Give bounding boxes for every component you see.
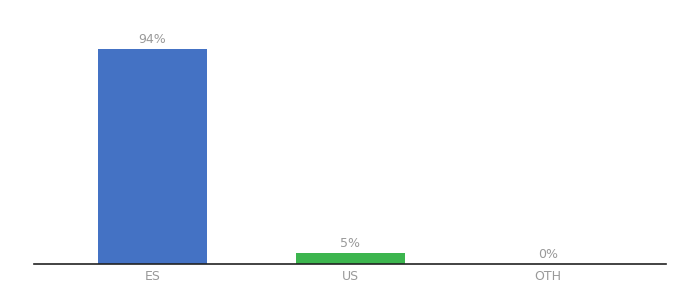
Text: 5%: 5% [340, 237, 360, 250]
Bar [296, 253, 405, 264]
Text: 0%: 0% [538, 248, 558, 261]
Text: 94%: 94% [139, 33, 167, 46]
Bar [98, 49, 207, 264]
